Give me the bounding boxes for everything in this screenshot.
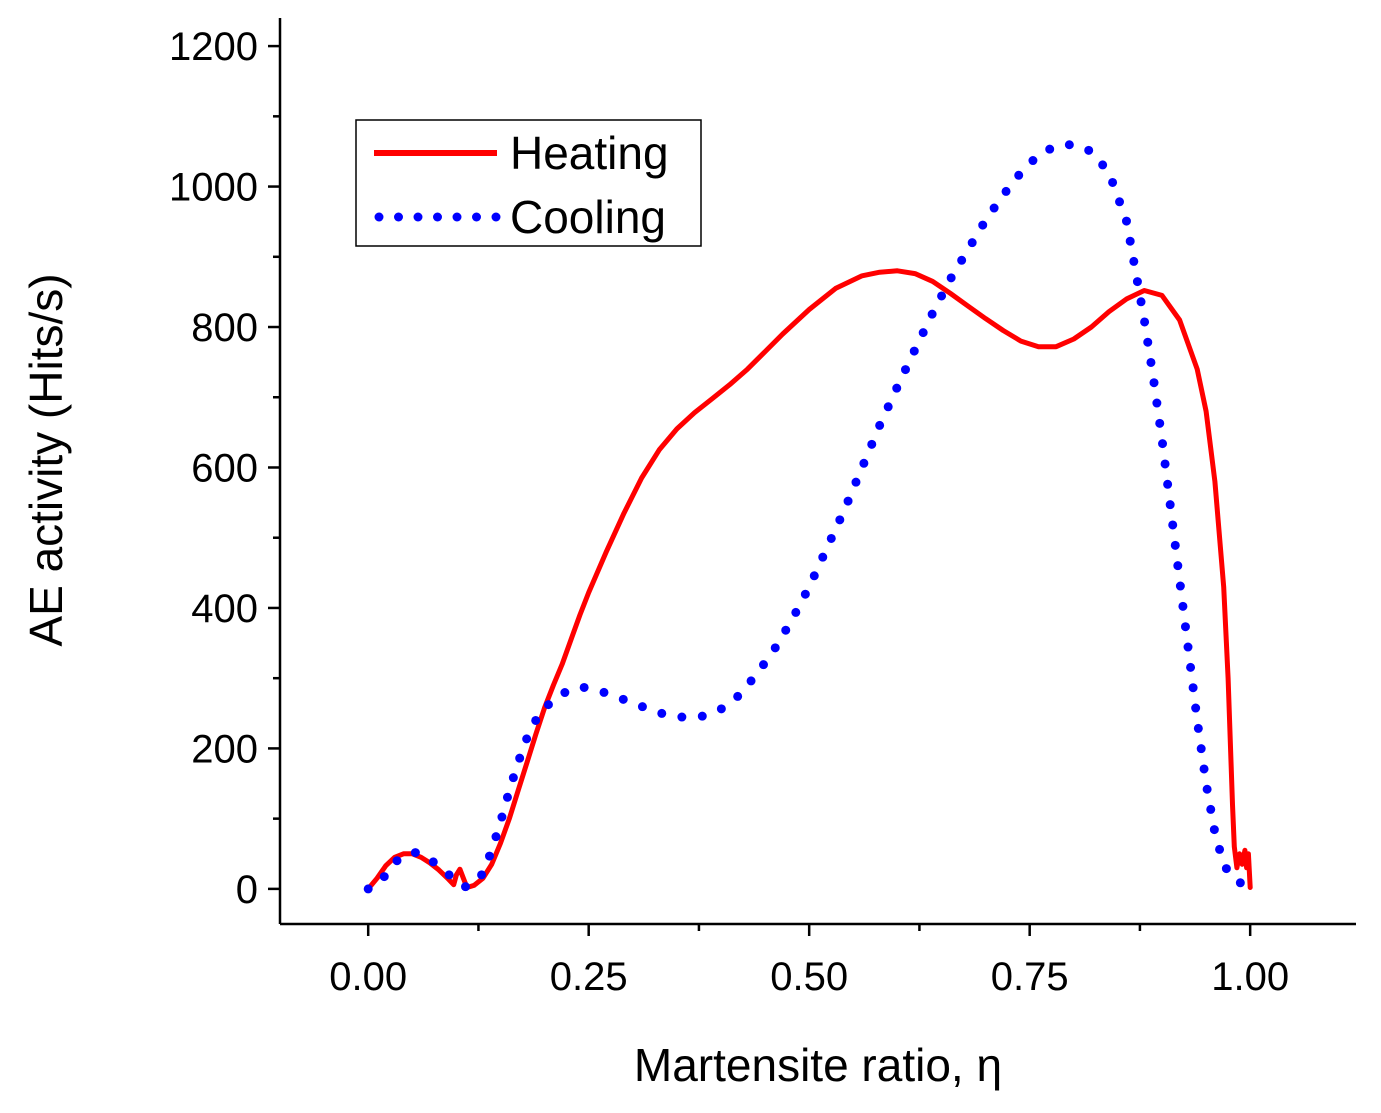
x-axis-title: Martensite ratio, η — [634, 1039, 1002, 1091]
legend-box — [355, 119, 702, 247]
x-tick-label: 0.00 — [329, 955, 407, 999]
y-tick-label: 200 — [191, 727, 258, 771]
legend-dot — [433, 212, 442, 222]
legend-label-cooling: Cooling — [510, 191, 666, 243]
x-tick-label: 0.50 — [770, 955, 848, 999]
series-line-heating — [365, 268, 1253, 892]
y-tick-label: 600 — [191, 446, 258, 490]
y-axis-title: AE activity (Hits/s) — [20, 273, 72, 646]
x-tick-label: 0.75 — [991, 955, 1069, 999]
legend-dot — [394, 212, 403, 222]
plot-area: 0 200 400 600 800 1000 1200 0.00 0.25 0.50 0.75 1.… — [169, 18, 1356, 999]
legend-dot — [491, 212, 501, 222]
legend-swatch-cooling — [374, 212, 501, 222]
y-tick-label: 400 — [191, 587, 258, 631]
legend-dot — [413, 212, 423, 222]
x-tick-label: 1.00 — [1211, 955, 1289, 999]
legend-label-heating: Heating — [510, 127, 669, 179]
y-ticks: 0 200 400 600 800 1000 1200 — [169, 25, 280, 912]
legend: Heating Cooling — [355, 119, 702, 247]
legend-dot — [374, 212, 384, 222]
y-tick-label: 1000 — [169, 166, 258, 210]
legend-dot — [452, 212, 462, 222]
y-tick-label: 1200 — [169, 25, 258, 69]
x-ticks: 0.00 0.25 0.50 0.75 1.00 — [329, 924, 1289, 999]
legend-dot — [472, 212, 481, 222]
y-tick-label: 800 — [191, 306, 258, 350]
x-tick-label: 0.25 — [550, 955, 628, 999]
series-line-cooling — [363, 139, 1255, 894]
series-layer — [363, 139, 1255, 894]
y-tick-label: 0 — [236, 868, 258, 912]
